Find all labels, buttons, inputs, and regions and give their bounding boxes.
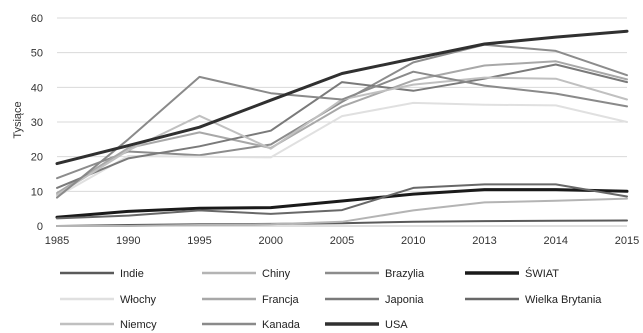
series-line-świat	[55, 188, 629, 219]
x-tick-label: 1995	[187, 235, 211, 247]
series-line-kanada	[56, 70, 628, 199]
legend-label: Włochy	[120, 294, 157, 306]
x-tick-label: 2005	[330, 235, 354, 247]
y-tick-label: 50	[31, 48, 43, 60]
legend-label: USA	[385, 319, 408, 331]
legend-label: ŚWIAT	[525, 267, 559, 280]
y-tick-label: 20	[31, 152, 43, 164]
x-tick-label: 1985	[45, 235, 69, 247]
series-line-francja	[56, 60, 628, 195]
legend: Indie Chiny Brazylia ŚWIAT Włochy Francja Japo…	[60, 267, 602, 331]
legend-label: Chiny	[262, 268, 291, 280]
series-line-niemcy	[56, 76, 628, 196]
series-line-brazylia	[56, 43, 628, 180]
legend-label: Brazylia	[385, 268, 425, 280]
y-tick-label: 30	[31, 117, 43, 129]
series-line-japonia	[56, 63, 628, 189]
x-tick-label: 1990	[116, 235, 140, 247]
series-line-włochy	[56, 101, 628, 198]
legend-label: Niemcy	[120, 319, 157, 331]
y-tick-label: 10	[31, 186, 43, 198]
series-line-wielka-brytania	[56, 183, 628, 220]
x-tick-label: 2000	[259, 235, 283, 247]
y-tick-label: 40	[31, 82, 43, 94]
y-tick-label: 60	[31, 13, 43, 25]
series-layer	[55, 29, 629, 227]
x-tick-label: 2013	[472, 235, 496, 247]
legend-label: Kanada	[262, 319, 301, 331]
x-tick-label: 2015	[615, 235, 639, 247]
y-tick-label: 0	[37, 221, 43, 233]
y-axis-label: Tysiące	[12, 101, 24, 138]
legend-label: Francja	[262, 294, 300, 306]
legend-label: Wielka Brytania	[525, 294, 602, 306]
x-tick-label: 2010	[401, 235, 425, 247]
series-line-usa	[55, 29, 629, 166]
legend-label: Japonia	[385, 294, 424, 306]
x-tick-label: 2014	[544, 235, 568, 247]
legend-label: Indie	[120, 268, 144, 280]
series-line-chiny	[56, 197, 628, 227]
